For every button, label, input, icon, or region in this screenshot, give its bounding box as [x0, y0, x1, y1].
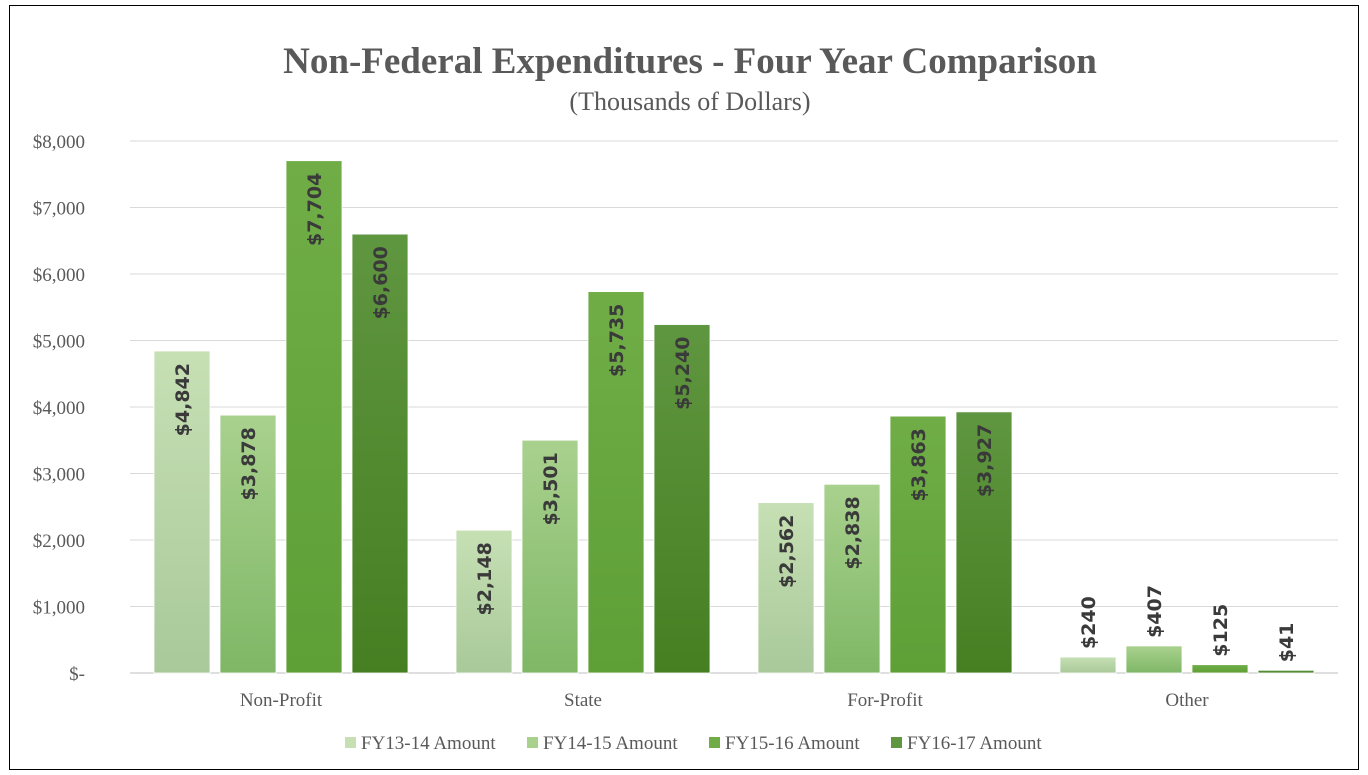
bar: [351, 233, 409, 674]
data-label: $3,501: [540, 452, 562, 525]
chart-title: Non-Federal Expenditures - Four Year Com…: [283, 41, 1097, 82]
data-label: $240: [1078, 596, 1100, 649]
y-tick-label: $2,000: [33, 531, 85, 552]
legend-label: FY15-16 Amount: [725, 733, 860, 754]
bar: [889, 415, 947, 674]
data-label: $7,704: [304, 173, 326, 246]
data-label: $3,878: [238, 427, 260, 500]
data-label: $125: [1210, 604, 1232, 657]
bar: [1257, 669, 1315, 674]
bar: [823, 483, 881, 674]
y-tick-label: $3,000: [33, 465, 85, 486]
data-label: $5,240: [672, 337, 694, 410]
bar: [1191, 664, 1249, 674]
x-tick-label: State: [564, 690, 602, 711]
chart-frame: Non-Federal Expenditures - Four Year Com…: [9, 5, 1359, 770]
legend-label: FY14-15 Amount: [543, 733, 678, 754]
x-tick-label: Other: [1165, 690, 1209, 711]
bar: [455, 529, 513, 674]
bar: [1125, 645, 1183, 674]
y-tick-label: $4,000: [33, 398, 85, 419]
legend-swatch: [891, 737, 902, 748]
data-label: $3,863: [908, 428, 930, 501]
data-labels: $4,842 $3,878 $7,704 $6,600 $2,148 $3,501 $5,7…: [172, 173, 1298, 663]
data-label: $4,842: [172, 363, 194, 436]
y-axis-ticks: $- $1,000 $2,000 $3,000 $4,000 $5,000 $6,000 $7…: [33, 132, 85, 685]
legend-swatch: [709, 737, 720, 748]
y-tick-label: $7,000: [33, 199, 85, 220]
data-label: $2,838: [842, 496, 864, 569]
bar: [757, 502, 815, 674]
bar-chart: Non-Federal Expenditures - Four Year Com…: [33, 41, 1338, 754]
legend-label: FY16-17 Amount: [907, 733, 1042, 754]
x-tick-label: Non-Profit: [240, 690, 323, 711]
bar: [219, 414, 277, 674]
y-tick-label: $5,000: [33, 332, 85, 353]
bar: [521, 439, 579, 674]
y-tick-label: $1,000: [33, 598, 85, 619]
x-tick-label: For-Profit: [847, 690, 923, 711]
x-axis-ticks: Non-Profit State For-Profit Other: [240, 690, 1209, 711]
bar: [587, 291, 645, 674]
legend-swatch: [345, 737, 356, 748]
data-label: $407: [1144, 585, 1166, 638]
y-tick-label: $6,000: [33, 265, 85, 286]
data-label: $2,148: [474, 542, 496, 615]
bar: [955, 411, 1013, 674]
bar: [1059, 656, 1117, 674]
bar: [653, 324, 711, 674]
bar: [285, 160, 343, 674]
legend-swatch: [527, 737, 538, 748]
legend-label: FY13-14 Amount: [361, 733, 496, 754]
chart-subtitle: (Thousands of Dollars): [569, 87, 810, 116]
data-label: $41: [1276, 623, 1298, 663]
data-label: $3,927: [974, 424, 996, 497]
data-label: $5,735: [606, 304, 628, 377]
bar: [153, 350, 211, 674]
bars: [153, 160, 1315, 674]
data-label: $2,562: [776, 515, 798, 588]
y-tick-label: $8,000: [33, 132, 85, 153]
y-tick-label: $-: [69, 664, 85, 685]
legend: FY13-14 Amount FY14-15 Amount FY15-16 Amou…: [345, 733, 1042, 754]
data-label: $6,600: [370, 246, 392, 319]
